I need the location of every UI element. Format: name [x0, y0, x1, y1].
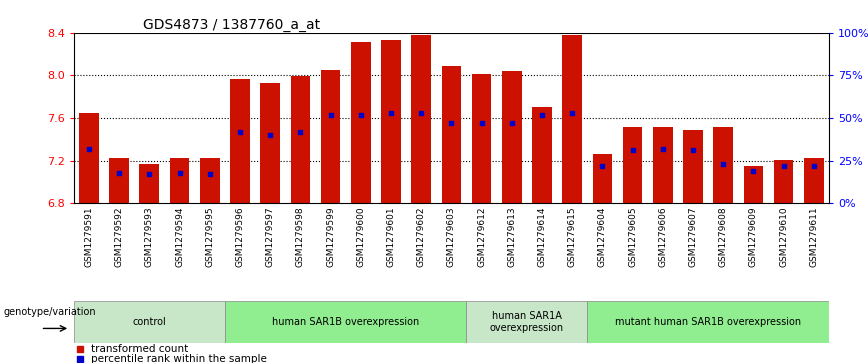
Bar: [230, 78, 250, 203]
Bar: [804, 159, 824, 203]
Bar: [683, 130, 703, 203]
Text: percentile rank within the sample: percentile rank within the sample: [91, 354, 267, 363]
Bar: [471, 74, 491, 203]
Text: GSM1279613: GSM1279613: [507, 206, 516, 267]
Bar: [622, 127, 642, 203]
Text: GSM1279603: GSM1279603: [447, 206, 456, 267]
Bar: [411, 35, 431, 203]
Bar: [169, 159, 189, 203]
Bar: [109, 159, 129, 203]
Text: GSM1279604: GSM1279604: [598, 206, 607, 267]
Bar: [381, 40, 401, 203]
Text: GSM1279614: GSM1279614: [537, 206, 547, 267]
Text: GSM1279607: GSM1279607: [688, 206, 698, 267]
Bar: [442, 66, 461, 203]
Text: GDS4873 / 1387760_a_at: GDS4873 / 1387760_a_at: [143, 18, 320, 32]
Bar: [74, 301, 225, 343]
Bar: [773, 160, 793, 203]
Text: human SAR1B overexpression: human SAR1B overexpression: [272, 317, 419, 327]
Text: GSM1279606: GSM1279606: [658, 206, 667, 267]
Bar: [140, 164, 159, 203]
Bar: [320, 70, 340, 203]
Text: GSM1279612: GSM1279612: [477, 206, 486, 267]
Text: GSM1279600: GSM1279600: [356, 206, 365, 267]
Bar: [502, 71, 522, 203]
Text: GSM1279601: GSM1279601: [386, 206, 396, 267]
Bar: [593, 154, 612, 203]
Bar: [532, 107, 552, 203]
Text: GSM1279598: GSM1279598: [296, 206, 305, 267]
Text: human SAR1A
overexpression: human SAR1A overexpression: [490, 311, 564, 333]
Bar: [744, 166, 763, 203]
Text: GSM1279595: GSM1279595: [205, 206, 214, 267]
Text: GSM1279602: GSM1279602: [417, 206, 425, 267]
Bar: [713, 127, 733, 203]
Bar: [466, 301, 588, 343]
Bar: [588, 301, 829, 343]
Bar: [562, 35, 582, 203]
Bar: [291, 76, 310, 203]
Text: GSM1279615: GSM1279615: [568, 206, 576, 267]
Bar: [200, 159, 220, 203]
Bar: [225, 301, 466, 343]
Text: control: control: [133, 317, 166, 327]
Text: GSM1279594: GSM1279594: [175, 206, 184, 267]
Text: GSM1279591: GSM1279591: [84, 206, 94, 267]
Bar: [653, 127, 673, 203]
Text: GSM1279609: GSM1279609: [749, 206, 758, 267]
Text: mutant human SAR1B overexpression: mutant human SAR1B overexpression: [615, 317, 801, 327]
Text: GSM1279597: GSM1279597: [266, 206, 274, 267]
Text: GSM1279599: GSM1279599: [326, 206, 335, 267]
Text: GSM1279596: GSM1279596: [235, 206, 245, 267]
Text: GSM1279592: GSM1279592: [115, 206, 123, 267]
Bar: [351, 42, 371, 203]
Text: GSM1279610: GSM1279610: [779, 206, 788, 267]
Text: GSM1279611: GSM1279611: [809, 206, 819, 267]
Text: transformed count: transformed count: [91, 344, 188, 354]
Text: genotype/variation: genotype/variation: [3, 307, 96, 317]
Bar: [260, 83, 280, 203]
Text: GSM1279608: GSM1279608: [719, 206, 727, 267]
Bar: [79, 113, 99, 203]
Text: GSM1279593: GSM1279593: [145, 206, 154, 267]
Text: GSM1279605: GSM1279605: [628, 206, 637, 267]
